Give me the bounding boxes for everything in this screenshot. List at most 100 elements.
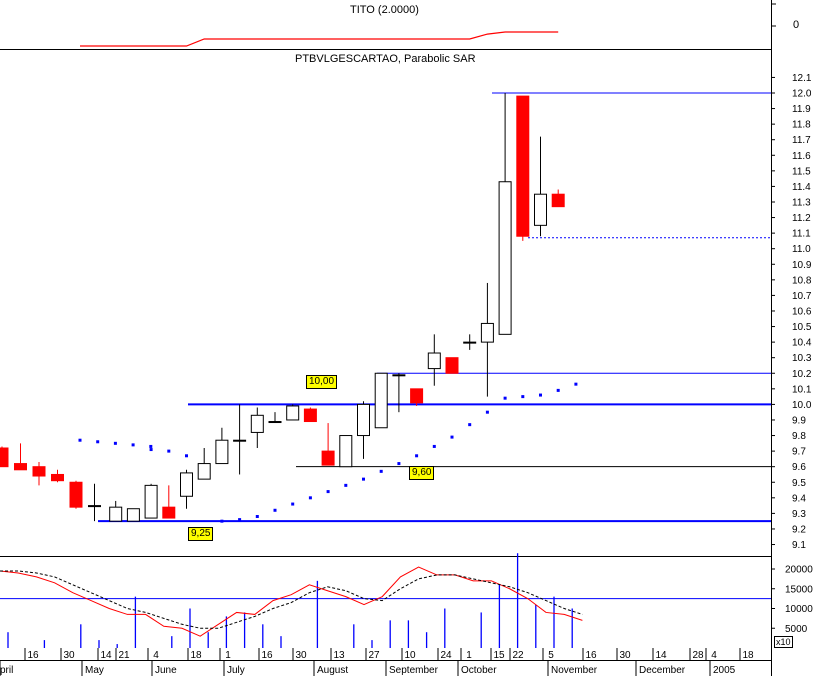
candle-body — [516, 95, 530, 237]
price-axis-tick-label: 9.4 — [792, 493, 806, 504]
sar-dot — [255, 515, 259, 519]
candle-body — [534, 193, 547, 226]
time-axis-month-label: August — [317, 665, 348, 676]
price-axis-tick-label: 10.8 — [792, 275, 812, 286]
time-axis-day-label: 5 — [548, 650, 554, 661]
price-axis-tick-label: 10.9 — [792, 260, 812, 271]
sar-dot — [397, 462, 401, 466]
price-axis-tick-label: 10.4 — [792, 338, 812, 349]
time-axis-month-label: June — [155, 665, 177, 676]
time-axis-day-label: 16 — [27, 650, 39, 661]
candle-body — [357, 403, 370, 437]
price-axis-tick-label: 11.2 — [792, 213, 811, 224]
sar-dot — [344, 483, 348, 487]
candle-body — [32, 466, 46, 477]
time-axis-day-label: 14 — [655, 650, 667, 661]
candle-body — [197, 463, 211, 480]
time-axis-month-label: September — [389, 665, 439, 676]
time-axis-month-label: 2005 — [713, 665, 736, 676]
time-axis-day-label: 15 — [493, 650, 505, 661]
sar-dot — [574, 382, 578, 386]
middle-level-label: 9,60 — [409, 466, 435, 480]
sar-dot — [96, 440, 100, 444]
candle-body — [233, 439, 247, 442]
resistance-label: 10,00 — [306, 375, 338, 389]
sar-dot — [113, 441, 117, 445]
sar-dot — [149, 448, 153, 452]
sar-dot — [539, 393, 542, 397]
time-axis-day-label: 28 — [692, 650, 704, 661]
sar-dot — [78, 438, 82, 442]
price-axis-tick-label: 9.6 — [792, 462, 806, 473]
price-axis-tick-label: 10.7 — [792, 291, 812, 302]
time-axis-day-label: 13 — [333, 650, 345, 661]
support-label: 9,25 — [188, 527, 214, 541]
sar-dot — [450, 435, 454, 439]
candle-body — [14, 463, 27, 471]
time-axis-month-label: May — [85, 665, 104, 676]
candle-body — [69, 481, 83, 508]
volume-indicator-line — [0, 566, 583, 637]
sar-dot — [326, 490, 330, 494]
candle-body — [215, 439, 229, 465]
time-axis-day-label: 22 — [512, 650, 524, 661]
time-axis-day-label: 18 — [190, 650, 202, 661]
candle-body — [410, 388, 424, 404]
price-axis-tick-label: 11.9 — [792, 104, 811, 115]
price-axis-tick-label: 11.5 — [792, 166, 811, 177]
time-axis-day-label: 21 — [118, 650, 130, 661]
price-axis-tick-label: 9.5 — [792, 478, 806, 489]
time-axis-day-label: 30 — [63, 650, 75, 661]
price-axis-tick-label: 10.2 — [792, 369, 812, 380]
price-axis-tick-label: 9.3 — [792, 509, 806, 520]
price-axis-tick-label: 10.5 — [792, 322, 812, 333]
sar-dot — [362, 477, 365, 481]
time-axis-month-label: October — [461, 665, 497, 676]
time-axis-month-label: July — [227, 665, 245, 676]
candle-body — [463, 341, 477, 344]
time-axis-day-label: 27 — [368, 650, 380, 661]
price-axis-tick-label: 11.1 — [792, 229, 811, 240]
time-axis-day-label: 4 — [153, 650, 159, 661]
candle-body — [498, 181, 512, 335]
time-axis-day-label: 4 — [711, 650, 717, 661]
sar-dot — [238, 518, 242, 522]
price-axis-tick-label: 9.9 — [792, 415, 806, 426]
sar-dot — [521, 395, 525, 399]
time-axis-day-label: 18 — [742, 650, 754, 661]
candle-body — [126, 508, 140, 522]
candle-body — [250, 414, 264, 433]
time-axis-day-label: 10 — [404, 650, 416, 661]
candle-body — [445, 357, 459, 374]
candle-body — [427, 352, 441, 370]
candle-body — [392, 374, 406, 377]
price-axis-tick-label: 10.6 — [792, 306, 812, 317]
volume-moving-average-line — [0, 570, 583, 629]
price-axis-tick-label: 9.2 — [792, 524, 806, 535]
candle-body — [51, 473, 64, 482]
time-axis-day-label: 24 — [440, 650, 452, 661]
time-axis-month-label: pril — [0, 665, 13, 676]
candle-body — [88, 505, 101, 508]
price-axis-tick-label: 9.1 — [792, 540, 806, 551]
candle-body — [551, 193, 565, 208]
sar-dot — [167, 449, 171, 453]
price-axis-tick-label: 10.1 — [792, 384, 812, 395]
price-axis-tick-label: 10.3 — [792, 353, 812, 364]
price-axis-tick-label: 12.1 — [792, 73, 812, 84]
price-axis-tick-label: 10.0 — [792, 400, 812, 411]
volume-axis-tick-label: 15000 — [785, 584, 813, 595]
price-axis-tick-label: 9.8 — [792, 431, 806, 442]
time-axis-month-label: December — [639, 665, 686, 676]
time-axis-day-label: 14 — [100, 650, 112, 661]
candle-body — [480, 322, 494, 343]
candle-body — [303, 408, 317, 423]
candle-body — [339, 435, 353, 468]
tito-series-line — [80, 31, 559, 47]
sar-dot — [556, 388, 560, 392]
main-panel-title: PTBVLGESCARTAO, Parabolic SAR — [295, 53, 476, 65]
indicator-panel-title: TITO (2.0000) — [350, 4, 419, 16]
price-axis-tick-label: 11.3 — [792, 197, 811, 208]
candle-body — [180, 472, 193, 497]
price-axis-tick-label: 11.6 — [792, 151, 811, 162]
